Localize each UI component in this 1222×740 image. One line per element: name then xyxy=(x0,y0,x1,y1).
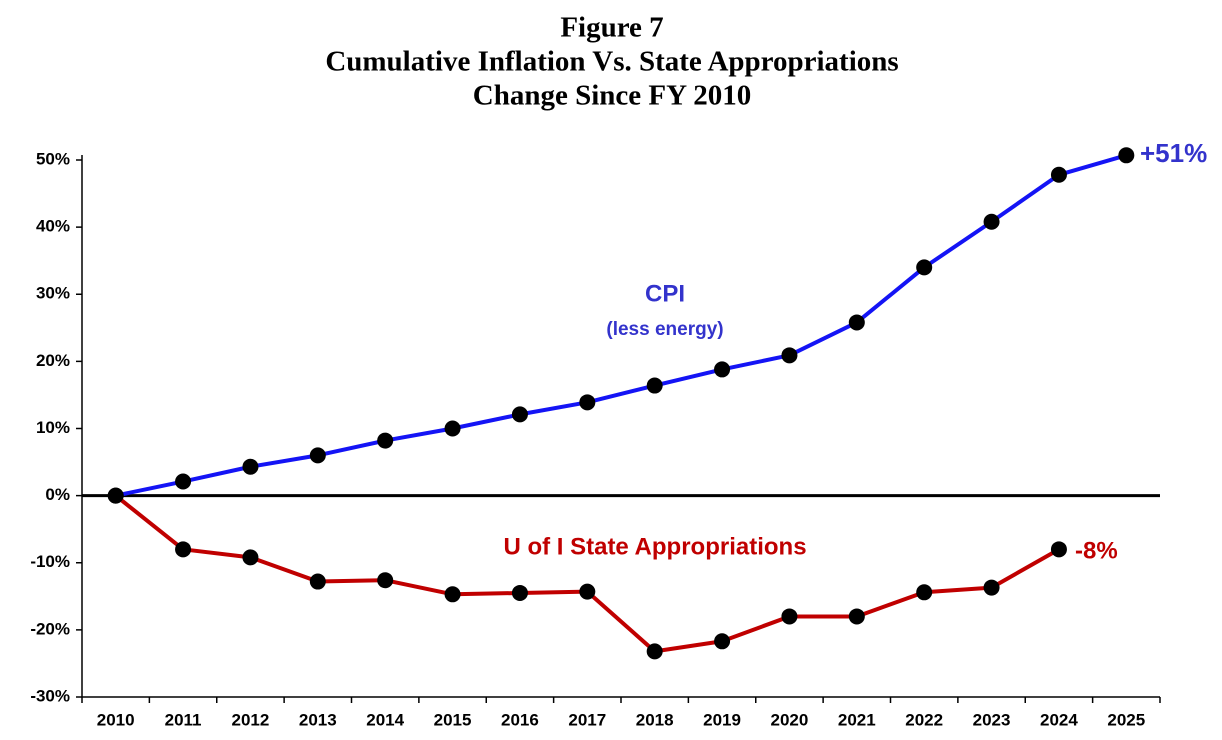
x-tick-label: 2022 xyxy=(905,710,943,729)
point xyxy=(377,432,394,449)
annotation: -8% xyxy=(1075,537,1118,564)
point xyxy=(579,583,596,600)
x-tick-label: 2010 xyxy=(97,710,135,729)
y-tick-label: -30% xyxy=(30,686,70,705)
x-tick-label: 2016 xyxy=(501,710,539,729)
point xyxy=(983,579,1000,596)
y-tick-label: 50% xyxy=(36,149,70,168)
point xyxy=(175,473,192,490)
annotation: CPI xyxy=(645,280,685,307)
x-tick-label: 2018 xyxy=(636,710,674,729)
point xyxy=(714,361,731,378)
x-tick-label: 2017 xyxy=(568,710,606,729)
point xyxy=(444,420,461,437)
chart-title: Change Since FY 2010 xyxy=(473,80,751,112)
point xyxy=(377,572,394,589)
x-tick-label: 2013 xyxy=(299,710,337,729)
annotation: +51% xyxy=(1140,138,1207,168)
point xyxy=(107,487,124,504)
y-tick-label: 20% xyxy=(36,351,70,370)
x-tick-label: 2023 xyxy=(973,710,1011,729)
annotation: U of I State Appropriations xyxy=(503,533,806,560)
series-line xyxy=(115,153,1127,498)
point xyxy=(1118,147,1135,164)
point xyxy=(848,608,865,625)
y-tick-label: -20% xyxy=(30,619,70,638)
x-tick-label: 2021 xyxy=(838,710,876,729)
chart-title: Figure 7 xyxy=(560,12,663,44)
point xyxy=(444,586,461,603)
point xyxy=(1050,166,1067,183)
point xyxy=(646,643,663,660)
y-tick-label: 10% xyxy=(36,418,70,437)
x-tick-label: 2015 xyxy=(434,710,472,729)
x-tick-label: 2012 xyxy=(232,710,270,729)
point xyxy=(242,458,259,475)
y-tick-label: 0% xyxy=(45,485,70,504)
x-tick-label: 2019 xyxy=(703,710,741,729)
y-tick-label: 30% xyxy=(36,284,70,303)
point xyxy=(714,633,731,650)
point xyxy=(579,394,596,411)
point xyxy=(848,314,865,331)
x-tick-label: 2025 xyxy=(1107,710,1145,729)
point xyxy=(309,573,326,590)
point xyxy=(1050,541,1067,558)
series-line xyxy=(114,494,1060,654)
point xyxy=(511,406,528,423)
x-tick-label: 2020 xyxy=(771,710,809,729)
point xyxy=(781,608,798,625)
x-tick-label: 2014 xyxy=(366,710,404,729)
x-tick-label: 2011 xyxy=(165,710,202,729)
point xyxy=(916,259,933,276)
annotation: (less energy) xyxy=(606,319,723,340)
point xyxy=(309,447,326,464)
chart-title: Cumulative Inflation Vs. State Appropria… xyxy=(325,46,898,78)
x-tick-label: 2024 xyxy=(1040,710,1078,729)
point xyxy=(242,549,259,566)
point xyxy=(983,213,1000,230)
point xyxy=(646,377,663,394)
y-tick-label: -10% xyxy=(30,552,70,571)
point xyxy=(781,347,798,364)
y-tick-label: 40% xyxy=(36,217,70,236)
point xyxy=(175,541,192,558)
point xyxy=(511,584,528,601)
point xyxy=(916,584,933,601)
